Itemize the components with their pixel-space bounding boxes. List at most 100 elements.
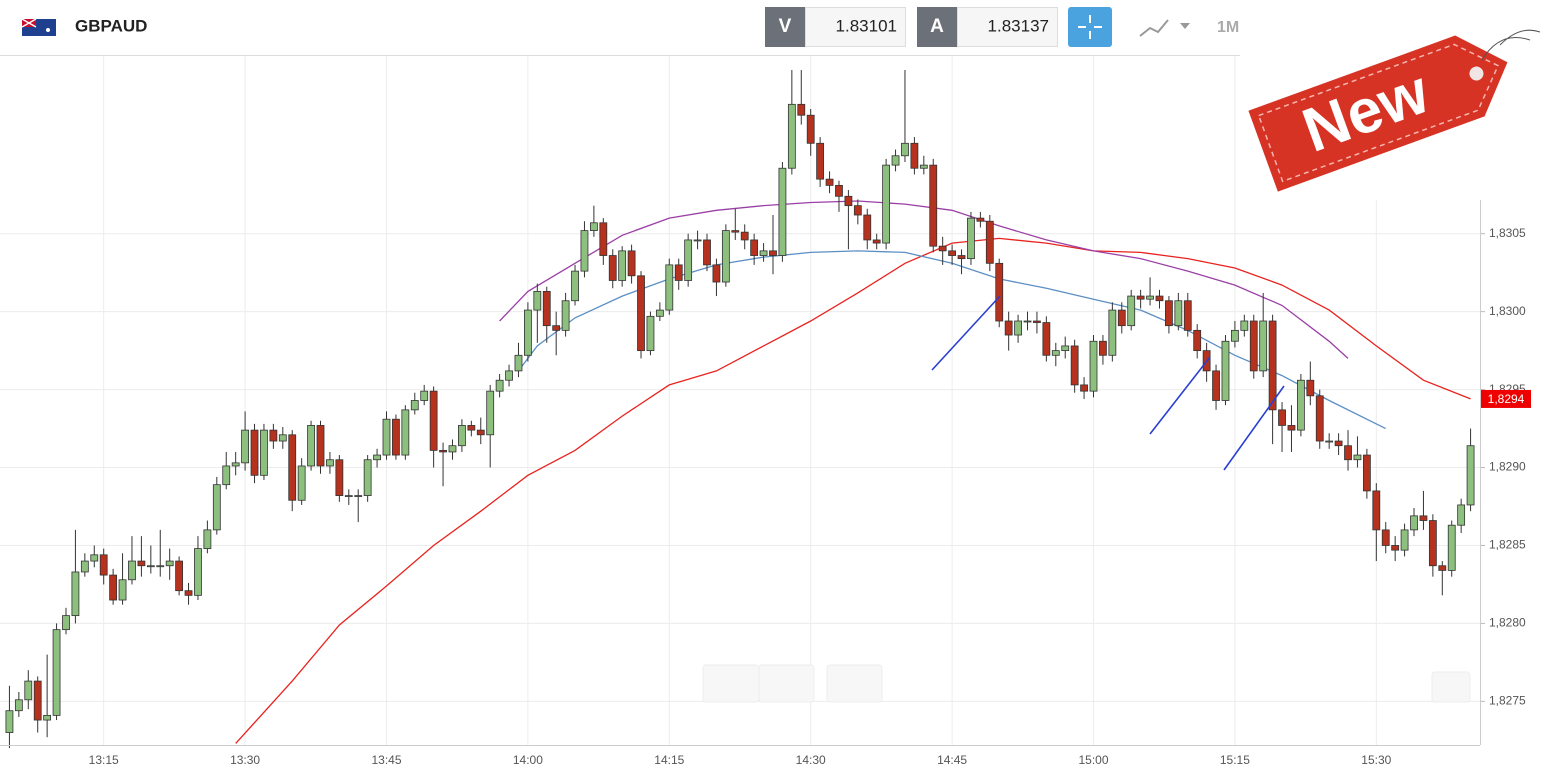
candle-body bbox=[1315, 395, 1324, 442]
candle-body bbox=[1014, 320, 1022, 336]
candle-body bbox=[995, 262, 1004, 322]
candle-body bbox=[778, 167, 787, 256]
candle-body bbox=[1004, 320, 1013, 336]
x-tick-label: 15:00 bbox=[1078, 753, 1108, 767]
dropdown-arrow[interactable] bbox=[1180, 23, 1190, 29]
candle-body bbox=[806, 114, 815, 144]
y-tick-label: 1,8275 bbox=[1489, 694, 1526, 708]
candle-body bbox=[194, 548, 202, 596]
crosshair-button[interactable] bbox=[1068, 7, 1112, 47]
grid bbox=[0, 56, 1480, 745]
candle-body bbox=[1070, 345, 1079, 386]
bid-box bbox=[805, 7, 906, 47]
candle-body bbox=[458, 425, 466, 447]
candles bbox=[5, 70, 1475, 749]
candle-body bbox=[1381, 529, 1390, 546]
candle-body bbox=[43, 714, 52, 721]
candle-body bbox=[250, 429, 259, 476]
candle-body bbox=[1231, 329, 1239, 342]
candle-body bbox=[1174, 300, 1183, 327]
candle-body bbox=[1136, 295, 1145, 300]
candle-body bbox=[1334, 440, 1343, 447]
candle-body bbox=[750, 239, 759, 256]
chart-type-button[interactable] bbox=[1139, 19, 1169, 37]
candle-body bbox=[816, 142, 825, 180]
candle-body bbox=[137, 560, 146, 567]
candle-body bbox=[1099, 340, 1107, 356]
candle-body bbox=[646, 315, 655, 352]
candle-body bbox=[326, 459, 334, 467]
candle-body bbox=[929, 164, 938, 247]
timeframe[interactable]: 1M bbox=[1217, 19, 1239, 36]
candle-body bbox=[175, 560, 184, 592]
candle-body bbox=[363, 459, 372, 496]
candle-body bbox=[740, 231, 749, 241]
candle-body bbox=[589, 222, 598, 231]
candle-body bbox=[835, 184, 843, 197]
candle-body bbox=[1278, 409, 1286, 426]
candle-body bbox=[1306, 379, 1315, 397]
candle-body bbox=[1080, 384, 1088, 392]
x-tick-label: 15:30 bbox=[1361, 753, 1391, 767]
candle-body bbox=[382, 418, 391, 456]
candle-body bbox=[439, 449, 447, 453]
candle-body bbox=[203, 529, 212, 549]
candle-body bbox=[146, 565, 155, 568]
candle-body bbox=[316, 425, 325, 467]
y-tick-label: 1,8305 bbox=[1489, 226, 1526, 240]
candle-body bbox=[420, 390, 429, 401]
x-tick-label: 14:00 bbox=[513, 753, 543, 767]
candle-body bbox=[769, 250, 777, 256]
candle-body bbox=[1447, 524, 1456, 571]
candle-body bbox=[1155, 295, 1164, 302]
candle-body bbox=[156, 565, 165, 568]
candle-body bbox=[1127, 295, 1136, 327]
moving-average-line bbox=[499, 200, 1349, 359]
candle-body bbox=[957, 255, 966, 260]
candle-body bbox=[561, 300, 570, 331]
zoom-controls[interactable] bbox=[702, 664, 1471, 703]
candle-body bbox=[467, 425, 476, 431]
candle-body bbox=[288, 434, 297, 501]
bid-button[interactable] bbox=[765, 7, 805, 47]
candle-body bbox=[1457, 504, 1466, 526]
candle-body bbox=[1117, 309, 1126, 327]
flag bbox=[21, 18, 56, 36]
candle-body bbox=[354, 495, 363, 497]
candle-body bbox=[1353, 454, 1362, 461]
candle-body bbox=[1023, 320, 1032, 323]
candle-body bbox=[844, 195, 853, 207]
ask-button[interactable] bbox=[917, 7, 957, 47]
candle-body bbox=[128, 560, 136, 581]
x-tick-label: 13:30 bbox=[230, 753, 260, 767]
axes: 13:15 13:30 13:45 14:00 14:15 14:30 14:45 15:00… bbox=[0, 56, 1531, 767]
candle-body bbox=[910, 142, 919, 169]
candle-body bbox=[872, 239, 881, 244]
candle-body bbox=[297, 465, 306, 501]
y-tick-label: 1,8285 bbox=[1489, 538, 1526, 552]
candle-body bbox=[627, 250, 636, 277]
candle-body bbox=[938, 245, 947, 252]
candle-body bbox=[1466, 445, 1475, 506]
candle-body bbox=[919, 164, 928, 169]
new-badge: New bbox=[1240, 0, 1544, 200]
candle-body bbox=[109, 574, 118, 601]
candle-body bbox=[1061, 345, 1070, 352]
candle-body bbox=[693, 239, 702, 242]
x-tick-label: 13:15 bbox=[89, 753, 119, 767]
ask-price: 1.83137 bbox=[988, 16, 1049, 35]
candle-body bbox=[1089, 340, 1098, 392]
candle-body bbox=[580, 230, 589, 272]
candle-body bbox=[448, 445, 457, 453]
bid-price: 1.83101 bbox=[836, 16, 897, 35]
candle-body bbox=[373, 454, 381, 461]
candle-body bbox=[985, 220, 994, 264]
candle-body bbox=[967, 217, 975, 260]
candle-body bbox=[1287, 425, 1296, 431]
candle-body bbox=[1400, 529, 1409, 551]
last-price-marker bbox=[1481, 389, 1531, 408]
candle-body bbox=[712, 264, 721, 283]
moving-average-line bbox=[235, 237, 1471, 744]
candle-body bbox=[505, 370, 513, 381]
